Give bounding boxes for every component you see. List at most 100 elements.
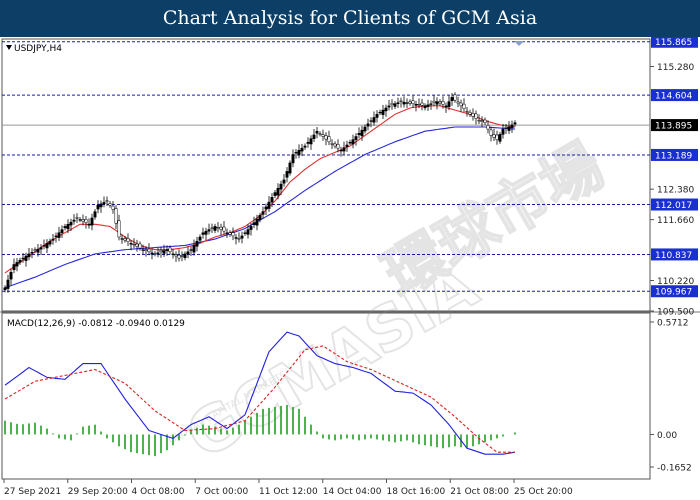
level-price-label: 112.017: [655, 201, 692, 211]
candle-body: [219, 226, 223, 230]
candle-body: [120, 238, 124, 240]
candle-body: [453, 94, 457, 101]
candle-body: [210, 227, 214, 229]
macd-lines: [4, 331, 516, 455]
candle-body: [348, 142, 352, 144]
candle-body: [309, 138, 313, 145]
time-tick-label: 7 Oct 00:00: [195, 487, 248, 497]
candle-body: [42, 245, 46, 247]
candle-body: [267, 201, 271, 209]
candle-body: [501, 128, 505, 135]
price-tick-label: 111.660: [657, 216, 694, 226]
candle-body: [153, 253, 157, 255]
candle-body: [282, 179, 286, 184]
candle-body: [324, 135, 328, 140]
candle-body: [480, 120, 484, 122]
candle-body: [234, 237, 238, 239]
chart-canvas: GCMASIA 環球市場 GLOBAL CAPITAL MARKETS 115.…: [0, 37, 700, 497]
macd-panel-title: MACD(12,26,9) -0.0812 -0.0940 0.0129: [7, 319, 185, 329]
candle-body: [417, 104, 421, 106]
candle-body: [381, 109, 385, 115]
candle-body: [195, 240, 199, 247]
watermark-chinese: 環球市場: [372, 131, 615, 312]
candle-body: [102, 202, 106, 205]
candle-body: [321, 134, 325, 137]
time-tick-label: 21 Oct 08:00: [450, 487, 509, 497]
candle-body: [297, 150, 301, 156]
candle-body: [318, 133, 322, 135]
candle-body: [87, 224, 91, 226]
candle-body: [276, 188, 280, 196]
candle-body: [408, 101, 412, 104]
candle-body: [144, 249, 148, 251]
candle-body: [402, 101, 406, 105]
price-panel-frame: [1, 38, 651, 312]
candle-body: [441, 101, 445, 105]
level-price-tag: [651, 198, 698, 211]
candle-body: [177, 254, 181, 259]
watermark: GCMASIA 環球市場 GLOBAL CAPITAL MARKETS: [167, 130, 616, 475]
candle-body: [387, 105, 391, 108]
shift-marker-icon[interactable]: [514, 41, 524, 46]
candle-body: [51, 238, 55, 241]
candle-body: [174, 254, 178, 257]
candle-body: [246, 229, 250, 235]
candle-body: [84, 219, 88, 223]
candle-body: [426, 104, 430, 107]
level-price-label: 114.604: [655, 92, 692, 102]
candle-body: [429, 103, 433, 105]
time-tick-label: 25 Oct 20:00: [514, 487, 573, 497]
candle-body: [180, 255, 184, 257]
candle-body: [435, 101, 439, 105]
level-price-label: 113.189: [655, 151, 692, 161]
candle-body: [21, 257, 25, 260]
candle-body: [18, 259, 22, 263]
candle-body: [291, 154, 295, 164]
candle-body: [312, 134, 316, 139]
candle-body: [138, 243, 142, 249]
candle-body: [378, 111, 382, 114]
candle-body: [27, 253, 31, 258]
candle-body: [60, 229, 64, 233]
symbol-dropdown-icon[interactable]: [6, 45, 12, 50]
candle-body: [303, 145, 307, 148]
candle-body: [405, 102, 409, 104]
candle-body: [423, 105, 427, 109]
candle-body: [393, 103, 397, 107]
candle-body: [252, 222, 256, 225]
candle-body: [90, 217, 94, 226]
candle-body: [135, 243, 139, 247]
candle-body: [36, 248, 40, 253]
candle-body: [204, 230, 208, 235]
candle-body: [141, 249, 145, 251]
candle-body: [336, 144, 340, 149]
candle-body: [444, 105, 448, 108]
level-price-label: 109.967: [655, 288, 692, 298]
candle-body: [513, 122, 517, 125]
candle-body: [81, 219, 85, 222]
candle-body: [69, 221, 73, 226]
candle-body: [114, 208, 118, 224]
candle-body: [399, 100, 403, 103]
candle-body: [12, 264, 16, 270]
candle-body: [492, 134, 496, 138]
price-tick-label: 110.220: [657, 277, 694, 287]
candle-body: [159, 250, 163, 253]
candle-body: [306, 142, 310, 144]
candle-body: [345, 144, 349, 148]
chart-title-header: Chart Analysis for Clients of GCM Asia: [0, 0, 700, 37]
current-price-tag: [651, 119, 698, 132]
candle-body: [357, 133, 361, 136]
candle-body: [495, 134, 499, 140]
macd-panel-frame: [1, 312, 651, 480]
candle-body: [462, 103, 466, 109]
candle-body: [57, 232, 61, 238]
time-tick-label: 29 Sep 20:00: [68, 487, 128, 497]
candle-body: [45, 243, 49, 249]
candle-body: [132, 243, 136, 246]
candle-body: [198, 236, 202, 241]
candle-body: [339, 150, 343, 152]
price-tick-label: 109.500: [657, 308, 694, 318]
macd-tick-label: 0.00: [657, 431, 677, 441]
candle-body: [129, 243, 133, 245]
